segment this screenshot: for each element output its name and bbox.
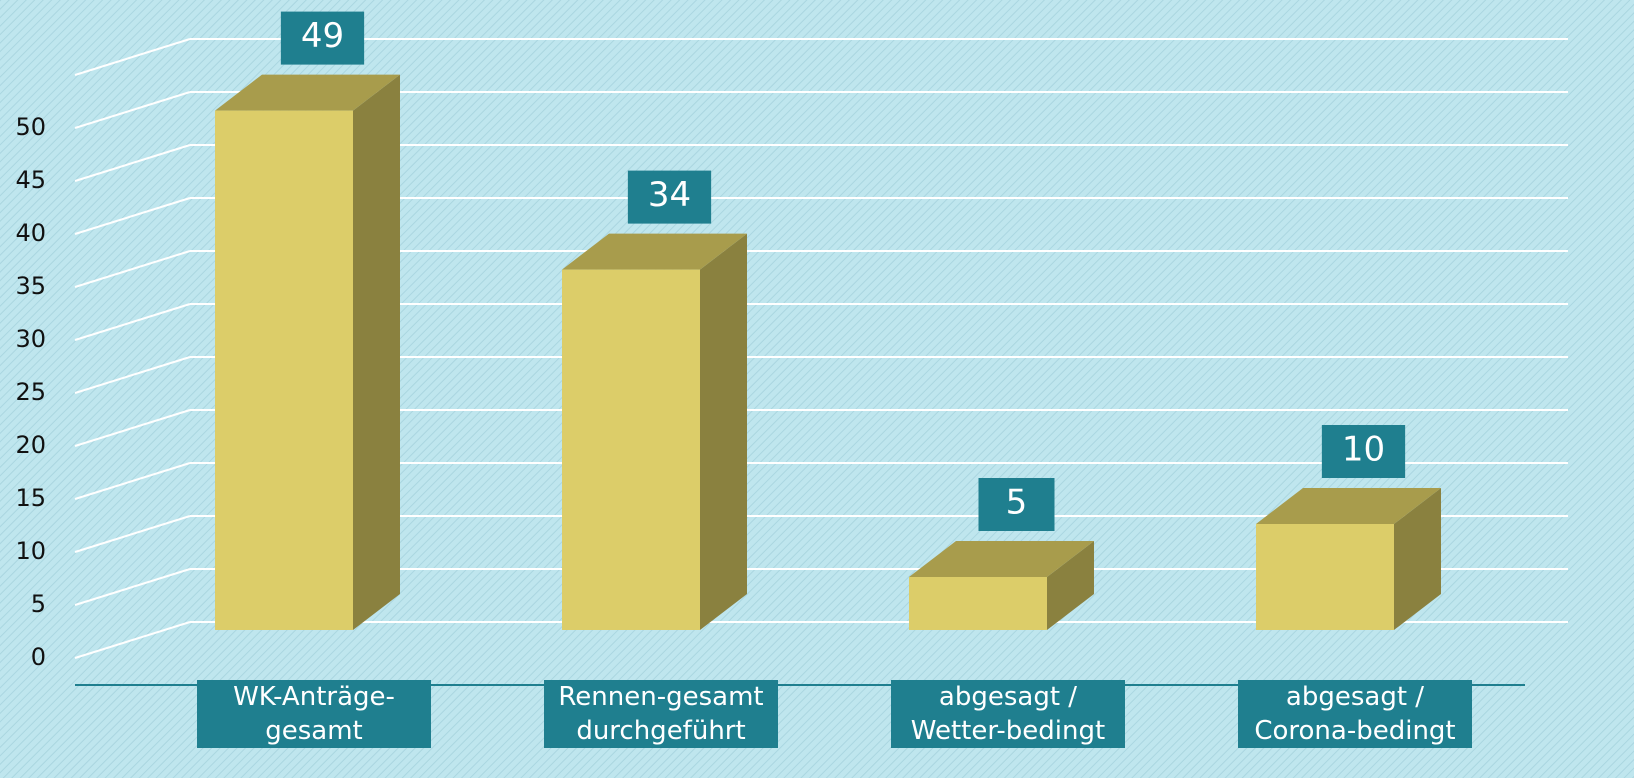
value-label-box [280,11,365,65]
y-tick-label: 15 [15,484,46,512]
x-tick-label: WK-Anträge-gesamt [197,680,431,748]
bar-side [700,233,747,630]
grid-line [74,197,191,235]
x-tick-label: abgesagt / Corona-bedingt [1238,680,1472,748]
bar [1256,524,1394,630]
y-tick-label: 25 [15,378,46,406]
y-tick-label: 20 [15,431,46,459]
value-label: 10 [1342,430,1385,470]
y-tick-label: 50 [15,113,46,141]
x-tick-label: Rennen-gesamt durchgeführt [544,680,778,748]
bar-top [1256,488,1441,524]
value-label: 34 [648,175,691,215]
value-label-box [1321,425,1406,478]
value-label: 49 [301,16,344,56]
grid-line [74,462,191,500]
grid-line [74,515,191,553]
x-tick-label: abgesagt / Wetter-bedingt [891,680,1125,748]
y-tick-label: 40 [15,219,46,247]
y-tick-label: 5 [31,590,46,618]
bar-side [1394,488,1441,630]
grid-line [74,38,191,76]
bar-side [1047,541,1094,630]
y-tick-label: 0 [31,643,46,671]
grid-line [74,356,191,394]
y-tick-label: 35 [15,272,46,300]
bar-top [562,233,747,270]
y-tick-label: 45 [15,166,46,194]
bar [215,110,353,631]
grid-line [74,568,191,606]
y-tick-label: 30 [15,325,46,353]
bar-side [353,74,400,631]
grid-line [74,409,191,447]
grid-line [74,250,191,288]
value-label-box [978,478,1055,531]
value-label: 5 [1006,483,1028,523]
grid-line [74,91,191,129]
value-label-box [627,170,712,224]
grid-line [74,303,191,341]
bar [562,269,700,630]
bar-top [215,74,400,111]
bar-top [909,541,1094,577]
grid-line [74,621,191,659]
grid-line [74,144,191,182]
y-tick-label: 10 [15,537,46,565]
bar [909,577,1047,630]
